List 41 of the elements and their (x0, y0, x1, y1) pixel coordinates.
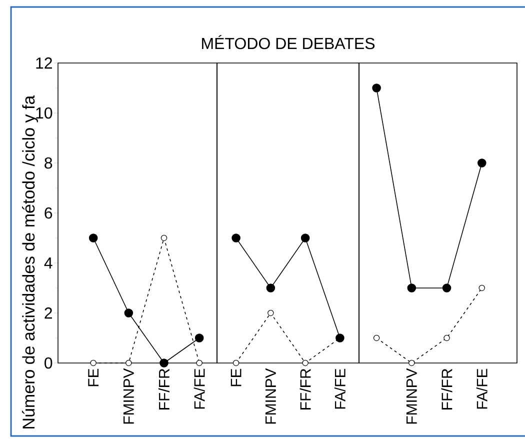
x-tick-label: FMINPV (266, 368, 276, 424)
x-tick-label: FE (88, 368, 98, 386)
point (88, 234, 98, 242)
x-tick-label: FA/FE (334, 368, 346, 409)
y-tick-label: 0 (44, 357, 52, 369)
x-tick-label: FMINPV (406, 368, 417, 424)
point (372, 84, 381, 92)
point (300, 234, 310, 242)
x-tick-label: FF/FR (441, 368, 452, 410)
x-tick-label: FA/FE (476, 368, 488, 409)
point (444, 334, 450, 342)
point (266, 284, 276, 292)
point (477, 158, 486, 168)
point (407, 284, 416, 292)
y-tick-label: 12 (36, 57, 52, 69)
point (126, 360, 132, 366)
point (408, 360, 415, 366)
point (124, 308, 134, 318)
x-tick-label: FA/FE (194, 368, 205, 409)
y-tick-label: 2 (44, 307, 52, 319)
chart-title: MÉTODO DE DEBATES (202, 35, 375, 50)
point (442, 284, 452, 292)
point (196, 360, 202, 366)
x-tick-label: FMINPV (124, 368, 134, 424)
point (268, 310, 274, 316)
y-tick-label: 4 (44, 257, 52, 268)
point (90, 360, 96, 366)
point (302, 360, 308, 366)
x-tick-label: FE (230, 368, 242, 386)
point (232, 360, 240, 366)
point (478, 284, 485, 292)
y-tick-label: 8 (44, 157, 52, 169)
point (160, 358, 168, 368)
point (373, 334, 380, 342)
y-tick-label: 6 (44, 207, 52, 219)
point (194, 334, 204, 342)
x-tick-label: FF/FR (300, 368, 311, 410)
point (160, 234, 168, 242)
x-tick-label: FF/FR (158, 368, 170, 410)
y-tick-label: 10 (36, 107, 52, 119)
point (232, 234, 240, 242)
